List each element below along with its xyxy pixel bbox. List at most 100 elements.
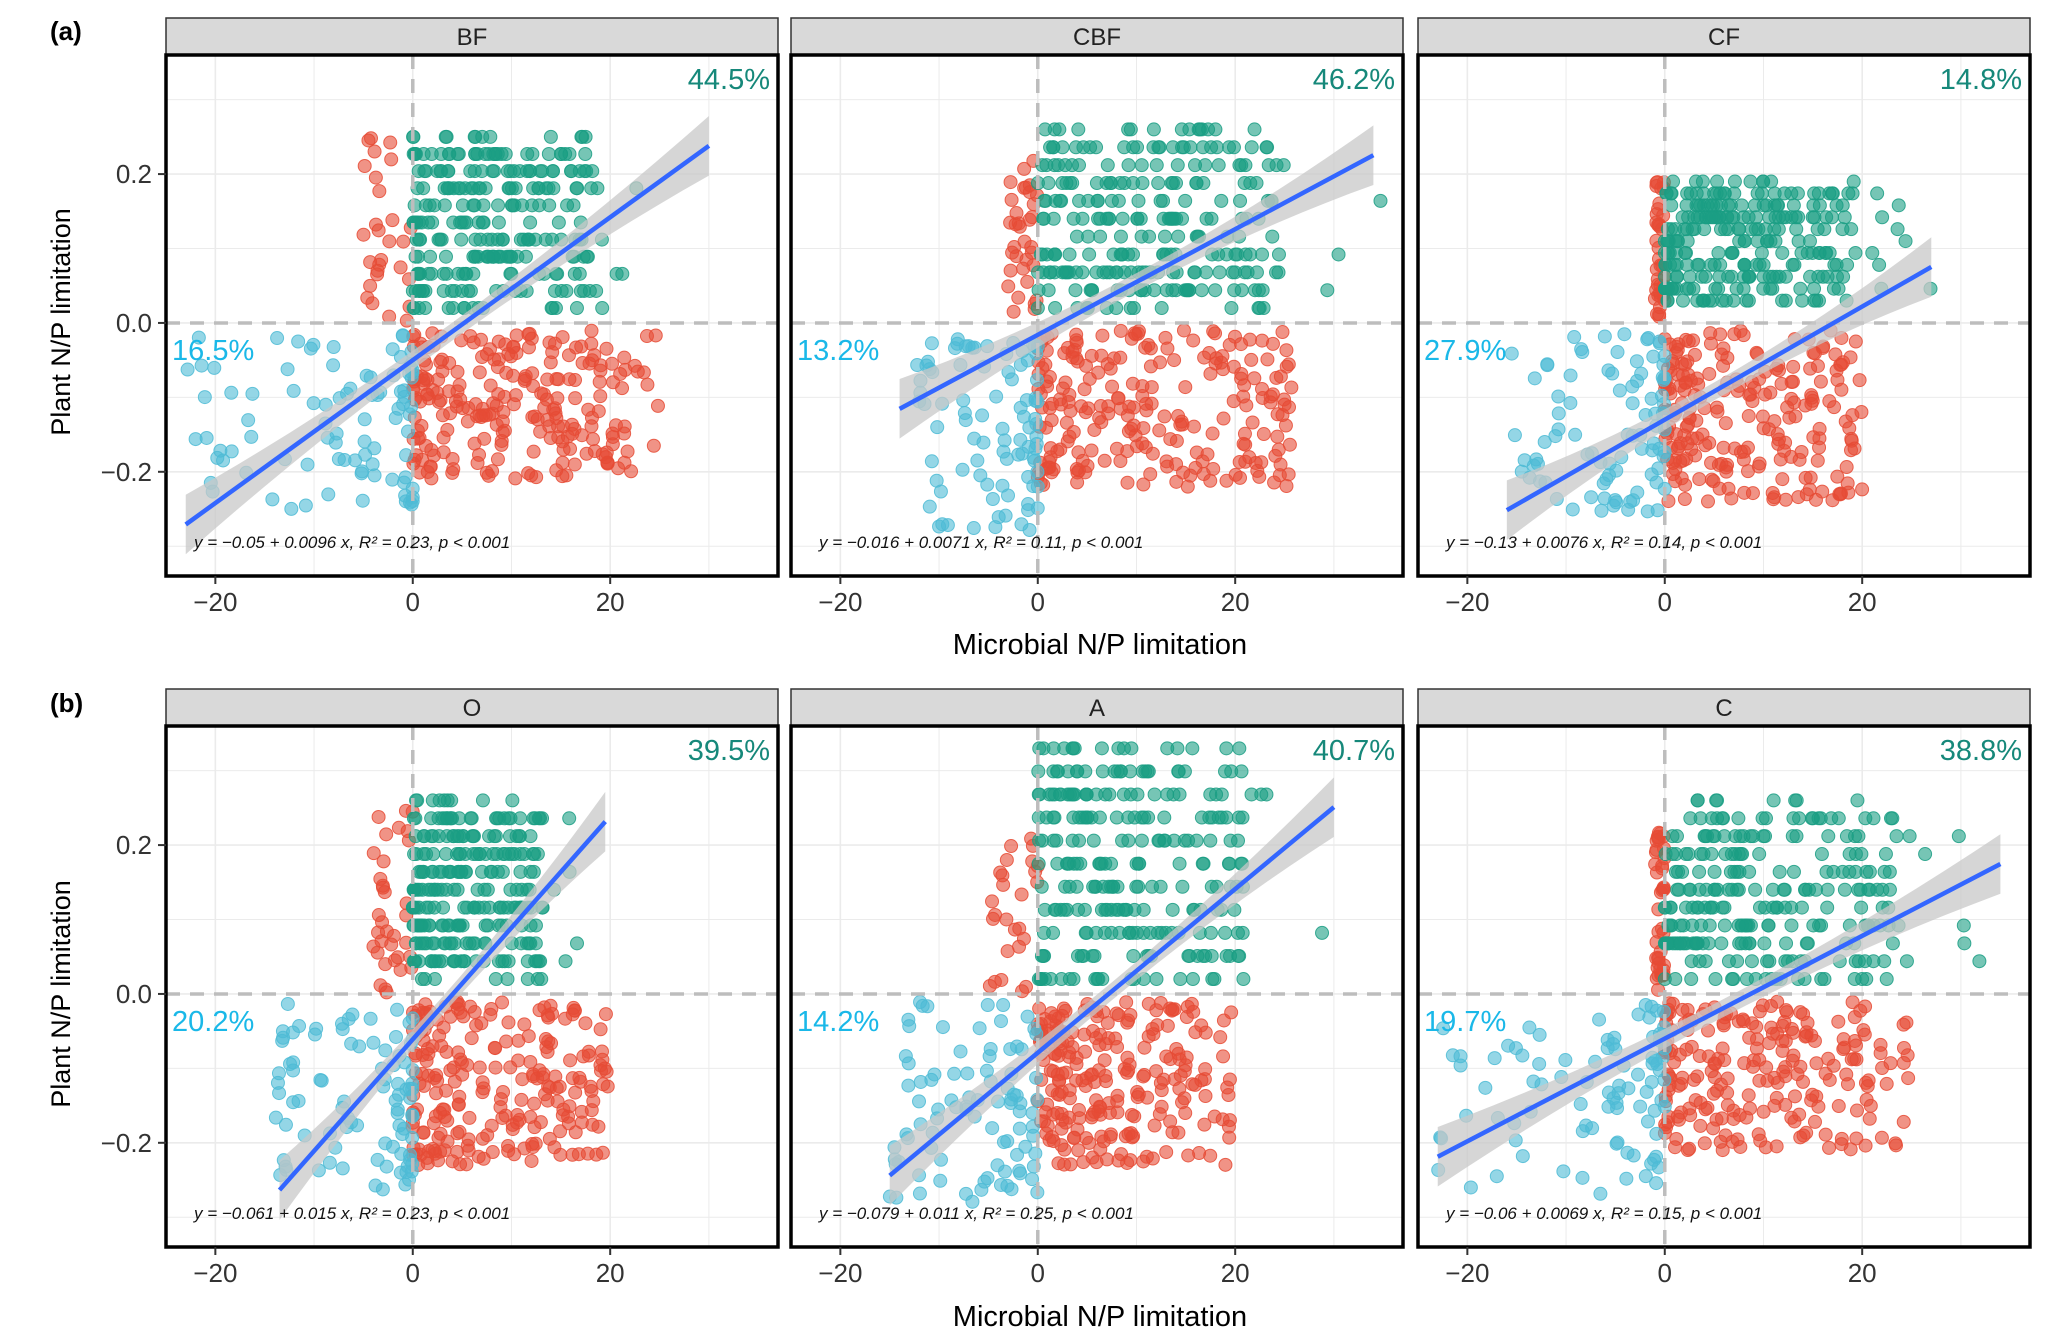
point-cyan	[370, 1152, 385, 1167]
point-red	[1215, 1112, 1230, 1127]
point-cyan	[1638, 1169, 1653, 1184]
point-red	[1855, 482, 1870, 497]
point-red	[462, 1110, 477, 1125]
point-red	[548, 336, 563, 351]
point-green	[1232, 741, 1247, 756]
point-red	[1006, 304, 1021, 319]
point-green	[1821, 829, 1836, 844]
point-red	[489, 398, 504, 413]
panel-border	[164, 724, 780, 1249]
point-green	[464, 811, 479, 826]
facet-a: A 40.7% 14.2% y = −0.079 + 0.011 x, R² = 0.…	[789, 688, 1405, 1288]
point-red	[1719, 464, 1734, 479]
point-green	[1669, 245, 1684, 260]
point-green	[1169, 283, 1184, 298]
point-red	[1195, 454, 1210, 469]
point-red	[493, 1092, 508, 1107]
point-green	[408, 811, 423, 826]
point-green	[579, 249, 594, 264]
x-tick-label: 0	[1658, 587, 1672, 617]
point-green	[595, 301, 610, 316]
point-red	[360, 290, 375, 305]
point-red	[1140, 1090, 1155, 1105]
y-axis-label-bottom: Plant N/P limitation	[46, 880, 76, 1108]
point-green	[1222, 140, 1237, 155]
point-green	[1756, 829, 1771, 844]
point-cyan	[970, 453, 985, 468]
point-red	[553, 1147, 568, 1162]
point-cyan	[322, 1155, 337, 1170]
percentage-top-right: 39.5%	[688, 735, 770, 767]
point-green	[1669, 829, 1684, 844]
point-cyan	[397, 389, 412, 404]
point-green	[1080, 810, 1095, 825]
point-red	[416, 1125, 431, 1140]
point-red	[1771, 432, 1786, 447]
point-green	[1060, 856, 1075, 871]
point-green	[1208, 283, 1223, 298]
point-red	[1859, 1092, 1874, 1107]
x-tick-label: 0	[1658, 1258, 1672, 1288]
point-red	[1109, 1006, 1124, 1021]
x-tick-label: −20	[1445, 1258, 1489, 1288]
point-cyan	[1573, 1097, 1588, 1112]
point-cyan	[1551, 406, 1566, 421]
point-green	[1146, 122, 1161, 137]
point-green	[1095, 764, 1110, 779]
point-green	[1233, 193, 1248, 208]
point-red	[1093, 398, 1108, 413]
point-green	[418, 198, 433, 213]
point-red	[526, 444, 541, 459]
point-red	[1012, 219, 1027, 234]
point-green	[1692, 864, 1707, 879]
point-green	[1203, 787, 1218, 802]
point-red	[1821, 1051, 1836, 1066]
point-green	[1218, 925, 1233, 940]
point-cyan	[1558, 1053, 1573, 1068]
point-red	[1853, 1003, 1868, 1018]
point-green	[1055, 176, 1070, 191]
point-cyan	[1501, 1038, 1516, 1053]
percentage-left: 20.2%	[172, 1006, 254, 1038]
point-red	[618, 362, 633, 377]
point-red	[1044, 465, 1059, 480]
point-cyan	[1597, 491, 1612, 506]
point-red	[527, 1096, 542, 1111]
point-red	[1775, 1043, 1790, 1058]
regression-equation: y = −0.016 + 0.0071 x, R² = 0.11, p < 0.…	[818, 533, 1143, 552]
point-green	[1660, 234, 1675, 249]
point-green	[1121, 158, 1136, 173]
point-red	[443, 1009, 458, 1024]
point-cyan	[974, 1182, 989, 1197]
point-cyan	[1597, 329, 1612, 344]
point-red	[1778, 492, 1793, 507]
point-cyan	[307, 1027, 322, 1042]
point-green	[1721, 954, 1736, 969]
point-green	[577, 283, 592, 298]
point-green	[1136, 925, 1151, 940]
point-green	[447, 954, 462, 969]
point-red	[499, 365, 514, 380]
point-red	[1052, 1073, 1067, 1088]
point-cyan	[350, 1118, 365, 1133]
point-green	[1738, 936, 1753, 951]
point-green	[1684, 972, 1699, 987]
point-red	[605, 429, 620, 444]
point-red	[1700, 1100, 1715, 1115]
point-green	[1825, 186, 1840, 201]
point-cyan	[313, 1072, 328, 1087]
point-red	[1219, 473, 1234, 488]
points	[1504, 174, 1938, 519]
point-green	[475, 864, 490, 879]
point-green	[578, 146, 593, 161]
point-cyan	[1617, 327, 1632, 342]
point-red	[1079, 1131, 1094, 1146]
x-tick-label: 20	[1221, 1258, 1250, 1288]
point-green	[546, 181, 561, 196]
point-cyan	[1609, 1136, 1624, 1151]
point-green	[427, 936, 442, 951]
point-green	[1209, 140, 1224, 155]
point-cyan	[390, 1106, 405, 1121]
point-green	[1251, 283, 1266, 298]
point-cyan	[270, 331, 285, 346]
